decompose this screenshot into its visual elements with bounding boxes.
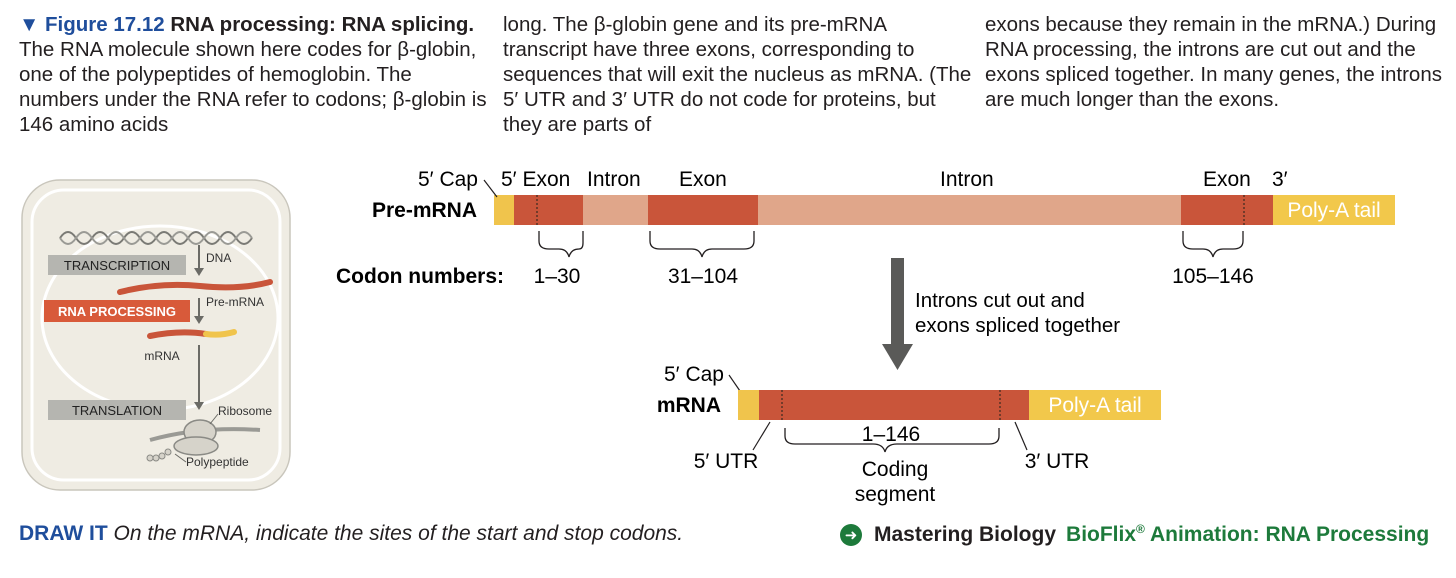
codon-brace-3: [1182, 231, 1244, 258]
codon-brace-2: [649, 231, 755, 258]
arrow-note-line-1: Introns cut out and: [915, 289, 1085, 312]
overview-polypeptide-label: Polypeptide: [186, 455, 249, 469]
codon-brace-1: [538, 231, 584, 258]
overview-mrna-label: mRNA: [144, 349, 179, 363]
mrna-exons: [759, 390, 1029, 420]
overview-ribosome-label: Ribosome: [218, 404, 272, 418]
rna-processing-label: RNA PROCESSING: [58, 304, 176, 319]
caption-text-1: The RNA molecule shown here codes for β-…: [19, 38, 487, 136]
caption-text-3: exons because they remain in the mRNA.) …: [985, 13, 1442, 111]
exon-3-label: Exon: [1203, 168, 1251, 191]
pre-mrna-exon-2: [648, 195, 758, 225]
three-prime-label: 3′: [1272, 168, 1288, 191]
mrna-strand: 5′ Cap mRNA Poly-A tail 1–146 5′ UTR 3′ …: [657, 363, 1161, 506]
arrow-right-icon: ➜: [840, 523, 862, 546]
exon-1-label: 5′ Exon: [501, 168, 570, 191]
splicing-arrow: Introns cut out and exons spliced togeth…: [882, 258, 1120, 370]
coding-segment-line-2: segment: [855, 483, 936, 506]
mrna-label: mRNA: [657, 394, 721, 417]
codon-range-2: 31–104: [668, 265, 738, 288]
animation-label: Animation: RNA Processing: [1149, 523, 1430, 546]
overview-panel: DNA TRANSCRIPTION Pre-mRNA RNA PROCESSIN…: [21, 179, 291, 491]
mrna-cap: [738, 390, 759, 420]
figure-title: RNA processing: RNA splicing.: [170, 13, 475, 36]
utr3-label: 3′ UTR: [1025, 450, 1090, 473]
bioflix-label: BioFlix: [1066, 523, 1137, 546]
caption-text-2: long. The β-globin gene and its pre-mRNA…: [503, 13, 972, 136]
overview-dna-label: DNA: [206, 251, 231, 265]
codon-range-3: 105–146: [1172, 265, 1254, 288]
overview-pre-mrna-icon: [117, 279, 273, 295]
draw-it-label: DRAW IT: [19, 522, 108, 545]
codon-numbers: Codon numbers: 1–30 31–104 105–146: [336, 265, 1254, 288]
intron-2-label: Intron: [940, 168, 994, 191]
codon-range-1: 1–30: [534, 265, 581, 288]
coding-segment-line-1: Coding: [862, 458, 929, 481]
coding-brace: [784, 428, 1000, 453]
exon-2-label: Exon: [679, 168, 727, 191]
pre-mrna-intron-2: [758, 195, 1181, 225]
caption-column-3: exons because they remain in the mRNA.) …: [985, 12, 1450, 112]
registered-mark: ®: [1136, 522, 1145, 536]
caption-column-1: ▼ Figure 17.12 RNA processing: RNA splic…: [19, 12, 489, 137]
pre-mrna-intron-1: [583, 195, 648, 225]
draw-it-prompt: DRAW IT On the mRNA, indicate the sites …: [19, 522, 683, 546]
overview-pre-mrna-label: Pre-mRNA: [206, 295, 264, 309]
mrna-poly-a: [1029, 390, 1161, 420]
pre-mrna-label: Pre-mRNA: [372, 199, 477, 222]
overview-mrna-icon: [147, 329, 209, 339]
bioflix-animation-link[interactable]: BioFlix® Animation: RNA Processing: [1066, 522, 1429, 547]
pre-mrna-cap: [494, 195, 514, 225]
pre-mrna-exon-3: [1181, 195, 1273, 225]
mrna-codon-range: 1–146: [862, 423, 920, 446]
pre-mrna-exon-1: [514, 195, 583, 225]
arrow-note-line-2: exons spliced together: [915, 314, 1120, 337]
utr5-label: 5′ UTR: [694, 450, 759, 473]
figure-label: ▼ Figure 17.12: [19, 13, 165, 36]
draw-it-text: On the mRNA, indicate the sites of the s…: [113, 522, 684, 545]
caption-column-2: long. The β-globin gene and its pre-mRNA…: [503, 12, 973, 137]
down-arrow-icon: [882, 344, 913, 370]
translation-label: TRANSLATION: [72, 403, 162, 418]
mastering-biology-link[interactable]: ➜ Mastering Biology BioFlix® Animation: …: [840, 522, 1429, 547]
mrna-cap-label: 5′ Cap: [664, 363, 724, 386]
mastering-biology-label: Mastering Biology: [874, 522, 1057, 546]
pre-mrna-strand: Pre-mRNA Poly-A tail 5′ Cap 5′ Exon Intr…: [372, 168, 1395, 258]
intron-1-label: Intron: [587, 168, 641, 191]
transcription-label: TRANSCRIPTION: [64, 258, 170, 273]
pre-mrna-cap-label: 5′ Cap: [418, 168, 478, 191]
pre-mrna-poly-a-label: Poly-A tail: [1287, 199, 1380, 222]
mrna-poly-a-label: Poly-A tail: [1048, 394, 1141, 417]
codon-numbers-label: Codon numbers:: [336, 265, 504, 288]
pre-mrna-poly-a: [1273, 195, 1395, 225]
